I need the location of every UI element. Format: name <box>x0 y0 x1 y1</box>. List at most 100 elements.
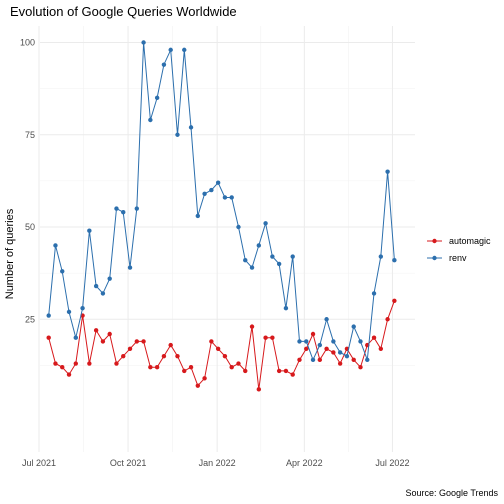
data-point <box>195 213 201 219</box>
data-point <box>168 342 173 348</box>
data-point <box>297 357 302 363</box>
legend-item-renv: renv <box>427 253 467 263</box>
x-tick-label: Oct 2021 <box>110 458 147 468</box>
data-point <box>351 357 356 363</box>
data-point <box>283 305 289 311</box>
data-point <box>134 206 140 211</box>
y-tick-label: 75 <box>25 130 35 140</box>
data-point <box>100 291 106 296</box>
data-point <box>310 331 316 337</box>
data-point <box>378 346 384 351</box>
data-point <box>256 387 262 392</box>
grid-lines <box>38 26 415 452</box>
legend-item-automagic: automagic <box>427 236 491 246</box>
data-point <box>141 40 146 45</box>
data-point <box>148 365 153 370</box>
data-point <box>60 269 65 274</box>
data-point <box>80 305 85 311</box>
data-point <box>378 254 384 259</box>
data-point <box>243 368 248 374</box>
data-point <box>249 265 255 270</box>
y-tick-label: 100 <box>20 38 35 48</box>
data-point <box>222 195 228 200</box>
data-point <box>209 187 214 193</box>
data-point <box>141 339 146 344</box>
data-point <box>121 210 126 215</box>
data-point <box>107 331 112 337</box>
y-axis-title: Number of queries <box>4 208 16 299</box>
data-point <box>392 258 397 263</box>
data-point <box>73 335 78 340</box>
data-point <box>73 361 78 366</box>
data-point <box>270 335 275 340</box>
x-axis-ticks: Jul 2021 Oct 2021 Jan 2022 Apr 2022 Jul 2022 <box>22 458 409 468</box>
data-point <box>148 117 153 123</box>
y-tick-label: 50 <box>25 222 35 232</box>
data-point <box>344 353 350 359</box>
data-point <box>304 346 309 351</box>
data-point <box>100 339 106 344</box>
data-point <box>161 353 167 359</box>
data-point <box>188 125 194 130</box>
data-point <box>317 342 323 348</box>
data-point <box>263 221 268 226</box>
data-point <box>175 353 180 359</box>
data-point <box>182 47 187 53</box>
data-point <box>358 339 363 344</box>
data-point <box>229 365 234 370</box>
data-point <box>114 361 119 366</box>
series-group <box>46 40 397 392</box>
data-point <box>168 47 173 53</box>
data-point <box>236 224 241 230</box>
data-point <box>249 324 255 329</box>
data-point <box>127 346 133 351</box>
data-point <box>134 339 140 344</box>
data-point <box>93 328 99 333</box>
data-point <box>188 365 194 370</box>
data-point <box>331 339 336 344</box>
legend-label: renv <box>449 253 467 263</box>
data-point <box>215 346 221 351</box>
chart-title: Evolution of Google Queries Worldwide <box>10 4 237 19</box>
data-point <box>337 350 343 355</box>
data-point <box>182 368 187 374</box>
data-point <box>263 335 268 340</box>
data-point <box>66 309 72 315</box>
data-point <box>107 276 112 281</box>
data-point <box>371 335 377 340</box>
data-point <box>290 254 295 259</box>
x-tick-label: Jul 2022 <box>375 458 409 468</box>
data-point <box>229 195 234 200</box>
data-point <box>222 353 228 359</box>
data-point <box>53 243 58 248</box>
data-point <box>276 261 282 267</box>
data-point <box>392 298 397 303</box>
data-point <box>60 365 65 370</box>
data-point <box>290 372 295 377</box>
data-point <box>358 365 363 370</box>
legend-key-point <box>432 238 437 244</box>
data-point <box>154 95 160 101</box>
data-point <box>121 353 126 359</box>
data-point <box>127 265 133 270</box>
data-point <box>270 254 275 259</box>
data-point <box>209 339 214 344</box>
y-tick-label: 25 <box>25 314 35 324</box>
y-axis-ticks: 25 50 75 100 <box>20 38 35 325</box>
x-tick-label: Apr 2022 <box>286 458 323 468</box>
data-point <box>297 339 302 344</box>
data-point <box>87 228 92 233</box>
data-point <box>243 258 248 263</box>
data-point <box>365 357 370 363</box>
data-point <box>87 361 92 366</box>
data-point <box>283 368 289 374</box>
data-point <box>215 180 221 185</box>
legend-key-point <box>432 255 437 261</box>
data-point <box>202 191 207 196</box>
data-point <box>202 376 207 381</box>
x-tick-label: Jul 2021 <box>22 458 56 468</box>
data-point <box>256 243 262 248</box>
data-point <box>154 365 160 370</box>
data-point <box>324 317 329 322</box>
